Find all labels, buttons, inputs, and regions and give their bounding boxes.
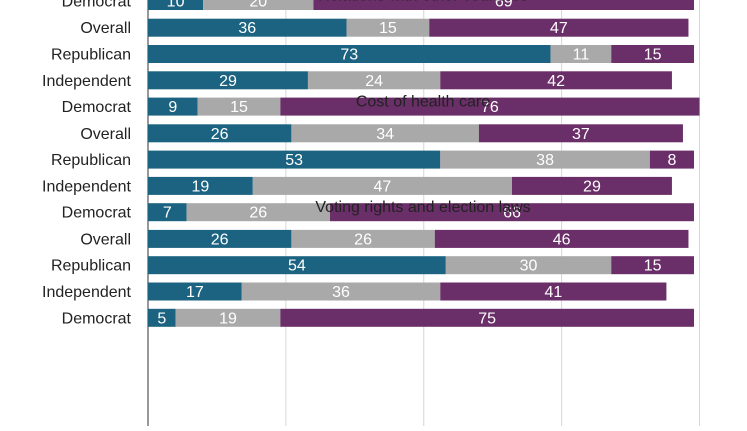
data-label: 66 — [503, 205, 521, 222]
bar-segment — [148, 256, 446, 275]
row-label: Republican — [51, 258, 131, 275]
data-label: 29 — [219, 73, 237, 90]
bar-segment — [148, 0, 204, 10]
bar-segment — [440, 282, 667, 301]
group-title: Cost of health care — [356, 93, 490, 110]
data-label: 15 — [644, 47, 662, 64]
data-label: 38 — [536, 152, 554, 169]
row-label: Republican — [51, 47, 131, 64]
row-label: Democrat — [62, 99, 132, 116]
group-title: Relations with other countries — [318, 0, 528, 5]
bar-segment — [511, 176, 672, 195]
row-label: Democrat — [62, 310, 132, 327]
bar-segment — [346, 18, 430, 37]
bar-segment — [148, 97, 198, 116]
data-label: 76 — [481, 99, 499, 116]
bar-segment — [252, 176, 512, 195]
bar-segment — [291, 124, 479, 143]
bar-segment — [148, 45, 551, 63]
bar-segment — [175, 308, 281, 327]
bar-segment — [148, 203, 187, 222]
data-label: 15 — [230, 99, 248, 116]
data-label: 69 — [495, 0, 513, 11]
data-label: 46 — [553, 231, 571, 248]
bar-segment — [649, 150, 694, 169]
data-label: 17 — [186, 284, 204, 301]
bar-segment — [440, 71, 672, 90]
data-label: 7 — [163, 205, 172, 222]
bar-segment — [291, 229, 435, 248]
bar-segment — [313, 0, 694, 10]
data-label: 24 — [365, 73, 383, 90]
data-label: 15 — [379, 20, 397, 37]
data-label: 15 — [644, 258, 662, 275]
data-label: 19 — [191, 178, 209, 195]
data-label: 19 — [219, 310, 237, 327]
row-label: Overall — [80, 126, 131, 143]
bar-segment — [280, 308, 694, 327]
bar-segment — [148, 18, 347, 37]
data-label: 8 — [667, 152, 676, 169]
bar-segment — [148, 176, 253, 195]
row-label: Democrat — [62, 205, 132, 222]
row-label: Overall — [80, 20, 131, 37]
bar-segment — [478, 124, 683, 143]
row-label: Overall — [80, 231, 131, 248]
data-label: 26 — [249, 205, 267, 222]
data-label: 37 — [572, 126, 590, 143]
data-label: 41 — [544, 284, 562, 301]
data-label: 47 — [550, 20, 568, 37]
data-label: 11 — [573, 47, 590, 64]
row-label: Independent — [42, 73, 132, 90]
bar-segment — [148, 71, 308, 90]
bar-segment — [148, 308, 176, 327]
row-label: Republican — [51, 152, 131, 169]
bar-segment — [203, 0, 314, 10]
data-label: 26 — [211, 231, 229, 248]
data-label: 26 — [211, 126, 229, 143]
data-label: 34 — [376, 126, 394, 143]
data-label: 47 — [373, 178, 391, 195]
data-label: 53 — [285, 152, 303, 169]
data-label: 20 — [249, 0, 267, 11]
bar-segment — [445, 256, 612, 275]
bar-segment — [429, 18, 689, 37]
bar-segment — [611, 256, 694, 275]
data-label: 75 — [478, 310, 496, 327]
data-label: 54 — [288, 258, 306, 275]
row-label: Democrat — [62, 0, 132, 11]
row-label: Independent — [42, 284, 132, 301]
data-label: 36 — [332, 284, 350, 301]
data-label: 26 — [354, 231, 372, 248]
bar-segment — [550, 45, 612, 63]
data-label: 29 — [583, 178, 601, 195]
bar-segment — [241, 282, 441, 301]
data-label: 10 — [167, 0, 185, 11]
bar-segment — [197, 97, 281, 116]
data-label: 42 — [547, 73, 565, 90]
data-label: 73 — [340, 47, 358, 64]
group-title: Voting rights and election laws — [315, 199, 530, 216]
bar-segment — [440, 150, 650, 169]
bar-segment — [307, 71, 441, 90]
data-label: 36 — [238, 20, 256, 37]
bar-segment — [280, 97, 700, 116]
data-label: 5 — [157, 310, 166, 327]
data-label: 9 — [168, 99, 177, 116]
bar-segment — [148, 229, 292, 248]
bar-segment — [148, 150, 441, 169]
bar-segment — [611, 45, 694, 63]
bar-segment — [329, 203, 694, 222]
data-label: 30 — [520, 258, 538, 275]
bar-segment — [186, 203, 330, 222]
bar-segment — [434, 229, 689, 248]
bar-segment — [148, 124, 292, 143]
bar-segment — [148, 282, 242, 301]
row-label: Independent — [42, 178, 132, 195]
